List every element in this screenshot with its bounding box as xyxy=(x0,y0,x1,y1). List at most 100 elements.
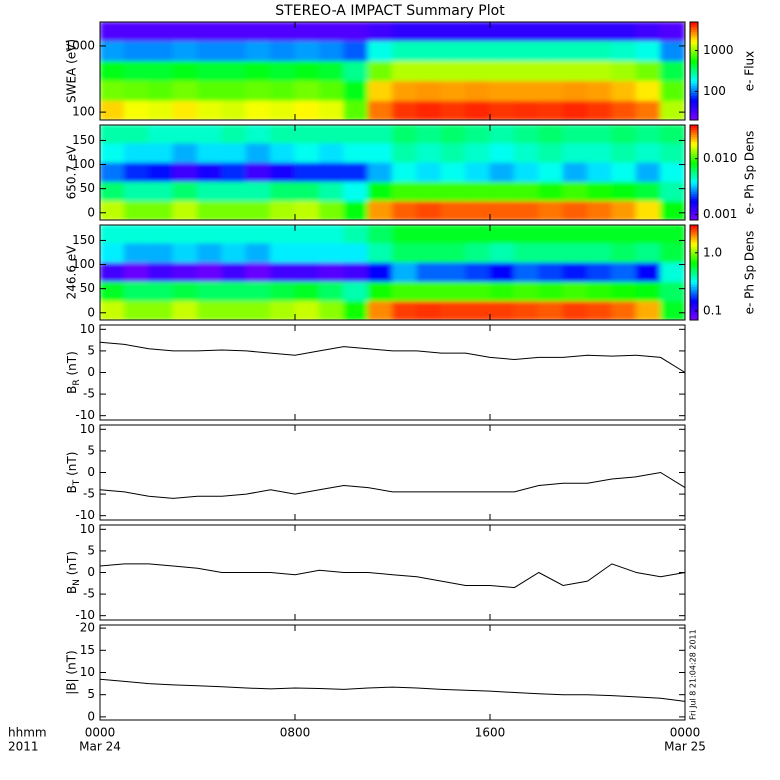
heat-cell xyxy=(197,161,223,182)
heat-cell xyxy=(611,80,637,101)
heat-cell xyxy=(489,261,515,282)
heat-cell xyxy=(245,242,272,263)
colorbar-swatch xyxy=(690,281,698,285)
heat-cell xyxy=(440,280,467,302)
heat-cell xyxy=(172,60,198,82)
heat-cell xyxy=(562,40,588,62)
heat-cell xyxy=(513,161,540,182)
heat-cell xyxy=(440,261,467,282)
heat-cell xyxy=(221,80,247,101)
colorbar-swatch xyxy=(690,97,698,101)
heat-cell xyxy=(294,22,320,42)
heat-cell xyxy=(513,99,540,120)
heat-cell xyxy=(562,80,588,101)
colorbar-swatch xyxy=(690,286,698,290)
heat-cell xyxy=(635,80,662,101)
heat-cell xyxy=(611,40,637,62)
heat-cell xyxy=(440,161,467,182)
heat-cell xyxy=(221,161,247,182)
y-axis-label-main: B xyxy=(65,586,79,594)
heat-cell xyxy=(611,99,637,120)
colorbar-swatch xyxy=(690,75,698,79)
heat-cell xyxy=(318,261,345,282)
heat-cell xyxy=(489,225,515,244)
heat-cell xyxy=(172,280,198,302)
colorbar-swatch xyxy=(690,65,698,69)
heat-cell xyxy=(635,40,662,62)
colorbar-swatch xyxy=(690,109,698,113)
colorbar-swatch xyxy=(690,129,698,133)
y-tick-label: -5 xyxy=(83,587,95,601)
colorbar-swatch xyxy=(690,295,698,299)
heat-cell xyxy=(343,60,369,82)
colorbar-swatch xyxy=(690,188,698,192)
heat-cell xyxy=(100,40,125,62)
heat-cell xyxy=(318,280,345,302)
heat-cell xyxy=(172,125,198,144)
heat-cell xyxy=(489,200,515,220)
heat-cell xyxy=(562,300,588,320)
colorbar-swatch xyxy=(690,56,698,60)
heat-cell xyxy=(513,80,540,101)
heat-cell xyxy=(148,142,174,163)
heat-cell xyxy=(343,125,369,144)
heat-cell xyxy=(513,40,540,62)
heat-cell xyxy=(513,22,540,42)
heat-cell xyxy=(172,161,198,182)
colorbar-swatch xyxy=(690,305,698,309)
heat-cell xyxy=(587,225,613,244)
heat-cell xyxy=(562,200,588,220)
colorbar-swatch xyxy=(690,95,698,99)
colorbar-swatch xyxy=(690,33,698,37)
colorbar-swatch xyxy=(690,157,698,161)
heat-cell xyxy=(294,40,320,62)
colorbar-swatch xyxy=(690,246,698,250)
heat-cell xyxy=(343,225,369,244)
heat-cell xyxy=(100,161,125,182)
heat-cell xyxy=(294,99,320,120)
heat-cell xyxy=(635,142,662,163)
heat-cell xyxy=(123,161,150,182)
panel-frame xyxy=(99,21,686,121)
heat-cell xyxy=(416,60,442,82)
colorbar-swatch xyxy=(690,291,698,295)
heat-cell xyxy=(465,125,491,144)
heat-cell xyxy=(148,280,174,302)
heat-cell xyxy=(148,161,174,182)
heat-cell xyxy=(562,225,588,244)
colorbar-tick-label: 1000 xyxy=(703,43,734,57)
heat-cell xyxy=(660,99,685,120)
colorbar-swatch xyxy=(690,46,698,50)
heat-cell xyxy=(465,40,491,62)
heat-cell xyxy=(343,180,369,202)
colorbar-swatch xyxy=(690,231,698,235)
panel-frame xyxy=(99,124,686,221)
heat-cell xyxy=(635,261,662,282)
heat-cell xyxy=(100,200,125,220)
heat-cell xyxy=(343,99,369,120)
colorbar-swatch xyxy=(690,169,698,173)
data-line xyxy=(99,341,686,373)
heat-cell xyxy=(489,161,515,182)
heat-cell xyxy=(294,242,320,263)
heat-cell xyxy=(343,80,369,101)
colorbar-swatch xyxy=(690,90,698,94)
heat-cell xyxy=(660,300,685,320)
colorbar-label: e- Ph Sp Dens xyxy=(743,231,757,315)
colorbar-swatch xyxy=(690,78,698,82)
heat-cell xyxy=(270,261,296,282)
heat-cell xyxy=(513,180,540,202)
y-tick-label: 0 xyxy=(87,305,95,319)
heat-cell xyxy=(123,125,150,144)
heat-cell xyxy=(294,142,320,163)
y-tick-label: 1000 xyxy=(64,38,95,52)
heat-cell xyxy=(611,125,637,144)
colorbar-swatch xyxy=(690,41,698,45)
y-tick-label: 50 xyxy=(80,281,95,295)
heat-cell xyxy=(100,225,125,244)
y-axis-label: SWEA (eV) xyxy=(65,39,79,103)
heat-cell xyxy=(513,60,540,82)
heat-cell xyxy=(587,80,613,101)
heat-cell xyxy=(367,242,393,263)
heat-cell xyxy=(416,261,442,282)
